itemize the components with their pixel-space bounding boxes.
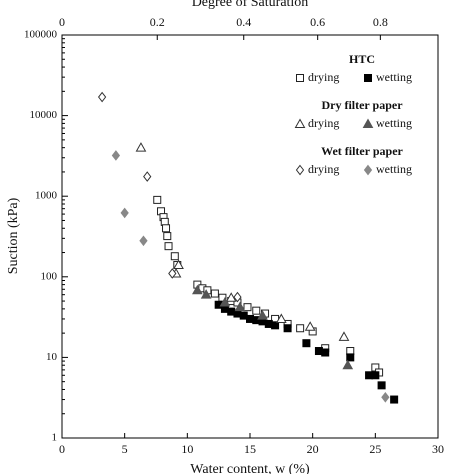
legend-marker [364, 74, 372, 82]
data-point [97, 91, 107, 103]
x2-axis-label: Degree of Saturation [192, 0, 309, 10]
legend-label: drying [308, 162, 339, 176]
y-tick-label: 10 [46, 351, 58, 363]
plot-frame [61, 34, 439, 439]
data-point [296, 324, 305, 333]
data-point [346, 353, 355, 362]
legend-label: wetting [376, 162, 412, 176]
legend-group-title: Dry filter paper [321, 98, 403, 112]
data-point [164, 242, 173, 251]
data-point [371, 371, 380, 380]
x-tick-label: 5 [122, 442, 128, 456]
data-point [233, 291, 242, 303]
data-point [120, 207, 129, 219]
data-point [111, 150, 121, 161]
legend-label: drying [308, 70, 339, 84]
data-point [283, 324, 292, 333]
data-point [200, 289, 212, 299]
legend-label: wetting [376, 116, 412, 130]
data-point [219, 296, 231, 307]
x-tick-label: 20 [307, 442, 319, 456]
data-point [390, 395, 399, 404]
legend-marker [294, 118, 306, 128]
x-tick-label: 30 [432, 442, 444, 456]
data-point [257, 310, 268, 320]
x-axis-label: Water content, w (%) [190, 462, 310, 474]
x2-tick-label: 0.8 [373, 15, 388, 29]
x-tick-label: 0 [59, 442, 65, 456]
data-point [252, 306, 261, 315]
data-point [275, 313, 287, 323]
data-point [170, 252, 179, 261]
data-point [210, 289, 219, 298]
data-point [338, 331, 350, 341]
data-point [135, 142, 147, 152]
data-point [192, 284, 203, 295]
data-point [271, 321, 280, 330]
legend-label: wetting [376, 70, 412, 84]
data-point [302, 339, 311, 348]
legend-marker [363, 164, 373, 176]
data-point [143, 171, 152, 182]
data-point [234, 301, 246, 312]
data-point [173, 259, 184, 270]
x2-tick-label: 0 [59, 15, 65, 29]
y-tick-label: 1000 [35, 190, 58, 202]
data-point [163, 232, 172, 241]
legend-marker [295, 164, 305, 176]
y-tick-label: 100 [41, 270, 58, 282]
x-tick-label: 10 [181, 442, 193, 456]
y-tick-label: 100000 [24, 29, 58, 41]
data-point [304, 321, 316, 331]
data-point [139, 235, 148, 247]
y-tick-label: 1 [52, 432, 58, 444]
data-point [162, 224, 171, 233]
legend-marker [296, 74, 304, 82]
x2-tick-label: 0.2 [150, 15, 165, 29]
data-point [168, 268, 177, 279]
x2-tick-label: 0.4 [236, 15, 251, 29]
legend-group-title: Wet filter paper [321, 144, 403, 158]
x-tick-label: 15 [244, 442, 256, 456]
legend-marker [362, 118, 374, 128]
x2-tick-label: 0.6 [310, 15, 325, 29]
data-point [381, 391, 390, 403]
y-axis-label: Suction (kPa) [6, 197, 21, 274]
data-point [321, 348, 330, 357]
legend-group-title: HTC [349, 52, 375, 66]
data-point [377, 381, 386, 390]
y-tick-label: 10000 [30, 109, 58, 121]
legend-label: drying [308, 116, 339, 130]
data-point [243, 303, 252, 312]
x-tick-label: 25 [369, 442, 381, 456]
data-point [342, 359, 354, 370]
data-point [153, 195, 162, 204]
